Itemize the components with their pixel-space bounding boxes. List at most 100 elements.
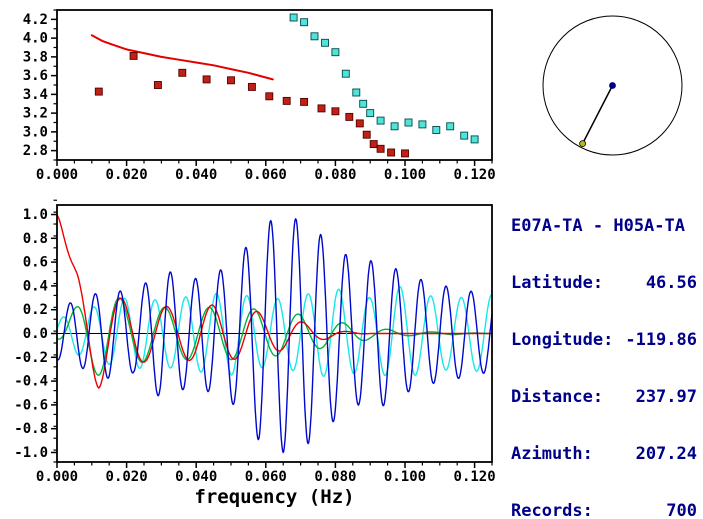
data-point [317, 104, 326, 113]
data-point [321, 38, 329, 47]
x-tick-label: 0.060 [245, 167, 287, 183]
data-point [202, 75, 211, 84]
y-tick-label: 4.0 [23, 31, 48, 47]
data-point [310, 32, 319, 41]
x-tick-label: 0.060 [245, 469, 287, 485]
data-point [470, 135, 479, 144]
y-tick-label: 0.4 [23, 278, 48, 294]
y-tick-label: 0.0 [23, 326, 48, 342]
data-point [362, 130, 371, 139]
data-point [331, 48, 340, 57]
station-info: E07A-TA - H05A-TA Latitude: 46.56 Longit… [511, 179, 697, 519]
x-tick-label: 0.020 [106, 469, 148, 485]
azimuth-panel [542, 15, 683, 156]
x-tick-label: 0.040 [175, 167, 217, 183]
info-label-longitude: Longitude: [511, 330, 614, 350]
data-line [90, 34, 274, 81]
data-point [390, 122, 399, 131]
info-label-latitude: Latitude: [511, 273, 604, 293]
data-point [300, 97, 309, 106]
waveform-panel: 0.000 0.020 0.040 0.060 0.080 0.100 0.120 -1.0 -… [14, 199, 496, 508]
data-point [341, 69, 350, 78]
series-dispersion-measurements-cyan [289, 13, 479, 144]
x-tick-label: 0.080 [314, 469, 356, 485]
y-tick-label: 0.6 [23, 255, 48, 271]
y-tick-label: 3.8 [23, 49, 48, 65]
info-row-longitude: Longitude: -119.86 [511, 331, 697, 350]
data-point [446, 122, 455, 131]
series-waveform-blue [56, 218, 493, 454]
data-point [345, 112, 354, 121]
data-line [56, 285, 493, 378]
info-label-records: Records: [511, 501, 593, 519]
plot-frame [56, 9, 493, 161]
axes: 0.000 0.020 0.040 0.060 0.080 0.100 0.120 -1.0 -… [14, 199, 496, 485]
info-row-latitude: Latitude: 46.56 [511, 274, 697, 293]
series-dispersion-measurements-red [94, 51, 409, 158]
y-tick-label: -0.4 [14, 374, 48, 390]
pair-station-dot [579, 140, 586, 148]
data-point [376, 144, 385, 153]
y-tick-label: 4.2 [23, 12, 48, 28]
x-axis-label: frequency (Hz) [194, 486, 354, 508]
data-point [282, 96, 291, 105]
y-tick-label: 1.0 [23, 207, 48, 223]
data-point [376, 116, 385, 125]
data-point [355, 119, 364, 128]
data-point [366, 109, 375, 118]
data-point [129, 51, 138, 60]
data-point [460, 131, 469, 140]
y-tick-label: 3.6 [23, 68, 48, 84]
y-tick-label: 3.0 [23, 124, 48, 140]
data-point [418, 120, 427, 129]
data-point [265, 92, 274, 101]
series-reference-dispersion-curve [90, 34, 274, 81]
dispersion-panel: 0.000 0.020 0.040 0.060 0.080 0.100 0.120 2.8 3.… [23, 9, 496, 183]
data-line [56, 218, 493, 454]
info-value-azimuth: 207.24 [635, 444, 697, 464]
y-tick-label: 0.8 [23, 231, 48, 247]
series-waveform-cyan [56, 285, 493, 378]
info-row-records: Records: 700 [511, 502, 697, 519]
data-point [387, 148, 396, 157]
x-tick-label: 0.080 [314, 167, 356, 183]
data-point [369, 140, 378, 149]
x-tick-label: 0.100 [384, 469, 426, 485]
x-tick-label: 0.100 [384, 167, 426, 183]
y-tick-label: 2.8 [23, 143, 48, 159]
y-tick-label: 0.2 [23, 302, 48, 318]
y-tick-label: -0.6 [14, 397, 48, 413]
center-station-dot [609, 82, 616, 89]
azimuth-circle [542, 15, 683, 156]
plot-frame [56, 204, 493, 463]
info-row-distance: Distance: 237.97 [511, 388, 697, 407]
y-tick-label: -1.0 [14, 445, 48, 461]
data-point [178, 68, 187, 77]
x-tick-label: 0.000 [36, 167, 78, 183]
x-tick-label: 0.040 [175, 469, 217, 485]
info-value-latitude: 46.56 [645, 273, 697, 293]
info-row-azimuth: Azimuth: 207.24 [511, 445, 697, 464]
station-pair-title: E07A-TA - H05A-TA [511, 216, 685, 236]
info-label-azimuth: Azimuth: [511, 444, 593, 464]
azimuth-line [581, 85, 614, 144]
data-point [247, 82, 256, 91]
y-tick-label: -0.8 [14, 421, 48, 437]
y-tick-label: 3.4 [23, 87, 48, 103]
data-point [432, 126, 441, 134]
data-point [352, 88, 361, 97]
x-tick-label: 0.020 [106, 167, 148, 183]
data-point [401, 149, 409, 158]
data-point [300, 18, 309, 27]
y-tick-label: 3.2 [23, 106, 48, 122]
info-label-distance: Distance: [511, 387, 604, 407]
data-point [289, 13, 298, 22]
axes: 0.000 0.020 0.040 0.060 0.080 0.100 0.120 2.8 3.… [23, 9, 496, 183]
data-point [153, 81, 162, 89]
info-value-longitude: -119.86 [625, 330, 697, 350]
data-point [359, 99, 368, 108]
x-tick-label: 0.000 [36, 469, 78, 485]
info-value-records: 700 [666, 501, 697, 519]
data-point [94, 87, 103, 96]
